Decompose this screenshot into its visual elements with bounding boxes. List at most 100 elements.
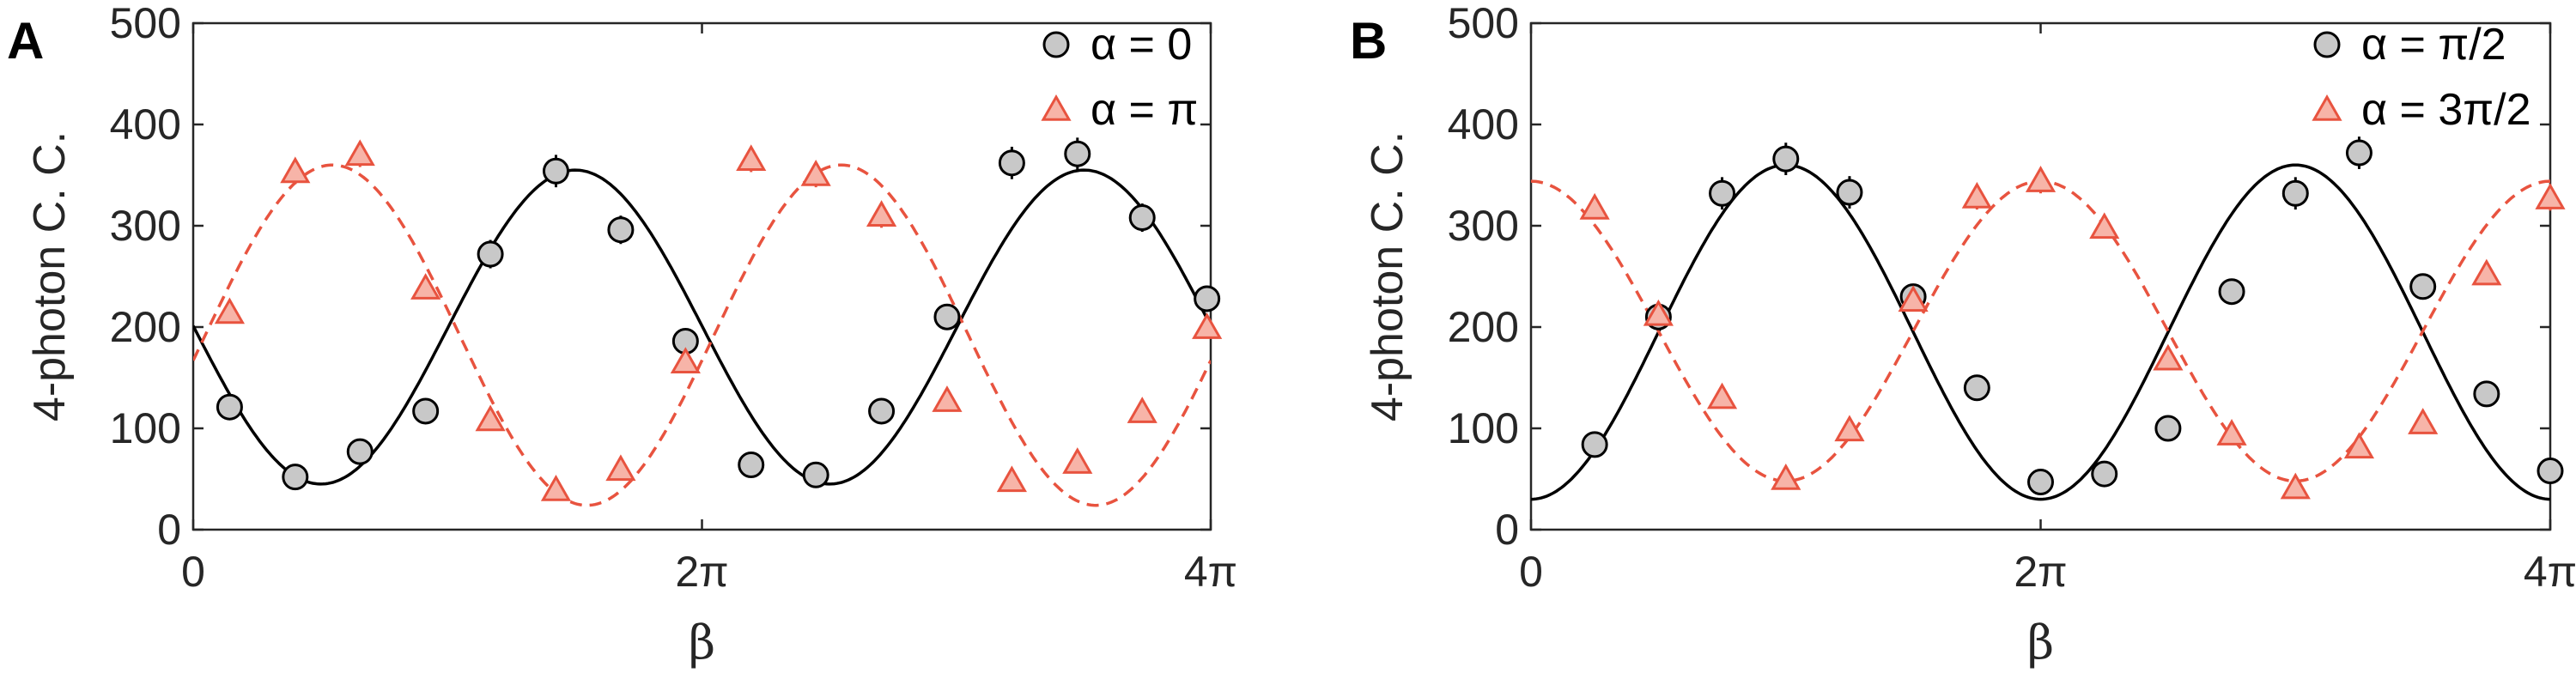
data-point-triangle	[2025, 166, 2057, 192]
legend-marker-triangle	[1041, 94, 1072, 121]
series-triangle	[1579, 166, 2566, 500]
legend-label: α = 3π/2	[2361, 85, 2531, 135]
series-circle	[1581, 136, 2564, 496]
data-point-triangle	[2216, 419, 2247, 446]
data-point-triangle	[1579, 192, 1610, 220]
y-tick-label: 400	[1448, 100, 1519, 149]
data-point-circle	[1836, 179, 1863, 206]
data-point-triangle	[866, 200, 897, 227]
data-point-triangle	[410, 273, 441, 300]
data-point-triangle	[996, 465, 1027, 493]
panel-letter: B	[1350, 12, 1387, 70]
data-point-circle	[542, 157, 569, 185]
data-point-circle	[2218, 278, 2245, 306]
data-point-triangle	[1062, 447, 1093, 474]
data-point-circle	[216, 393, 243, 421]
data-point-triangle	[1706, 382, 1738, 409]
data-point-circle	[1128, 204, 1156, 232]
legend-label: α = 0	[1091, 20, 1192, 70]
data-point-triangle	[2408, 408, 2439, 434]
series-circle	[216, 137, 1221, 491]
data-point-triangle	[736, 144, 767, 172]
y-axis-label: 4-photon C. C.	[25, 131, 75, 421]
data-point-circle	[477, 240, 504, 268]
data-point-circle	[1772, 145, 1800, 173]
data-point-triangle	[932, 385, 963, 412]
data-point-circle	[607, 216, 635, 244]
data-point-triangle	[670, 347, 701, 374]
data-point-circle	[1064, 140, 1091, 167]
legend-marker-circle	[2313, 31, 2341, 58]
y-tick-label: 0	[157, 506, 181, 554]
data-point-circle	[1709, 179, 1736, 207]
data-point-circle	[1194, 285, 1221, 312]
data-point-triangle	[344, 139, 375, 167]
data-point-triangle	[540, 474, 572, 501]
data-point-triangle	[1898, 285, 1929, 312]
data-point-triangle	[2089, 212, 2120, 239]
data-point-triangle	[214, 297, 246, 324]
x-axis-label: β	[689, 615, 715, 670]
data-point-circle	[2281, 179, 2309, 207]
data-point-triangle	[2471, 258, 2502, 286]
data-point-circle	[998, 149, 1025, 177]
y-tick-label: 500	[110, 0, 181, 47]
x-axis-label: β	[2027, 615, 2054, 670]
data-point-circle	[2345, 139, 2372, 167]
data-point-circle	[738, 451, 765, 478]
fit-curve-dashed	[1531, 179, 2550, 483]
data-point-circle	[2409, 273, 2437, 300]
legend: α = π/2 α = 3π/2	[2312, 20, 2531, 135]
data-point-circle	[2091, 460, 2118, 488]
y-tick-label: 200	[1448, 303, 1519, 351]
y-tick-label: 100	[110, 404, 181, 452]
x-tick-label: 2π	[2014, 548, 2067, 596]
data-point-triangle	[1961, 181, 1992, 209]
y-tick-label: 300	[1448, 202, 1519, 250]
data-point-triangle	[2153, 343, 2184, 371]
data-point-circle	[1581, 431, 1608, 458]
data-point-circle	[2027, 469, 2054, 496]
data-point-circle	[2473, 380, 2500, 408]
data-point-circle	[346, 438, 374, 465]
y-tick-label: 100	[1448, 404, 1519, 452]
series-triangle	[214, 139, 1223, 501]
data-point-circle	[282, 464, 309, 491]
data-point-triangle	[1834, 415, 1865, 442]
panel-letter: A	[7, 12, 44, 70]
fit-curve-solid	[1531, 163, 2550, 501]
panel-a: 0 100 200 300 400 500 0 2π 4π 4-photon C. C. β A α =…	[7, 0, 1237, 670]
data-point-circle	[933, 303, 961, 330]
data-point-triangle	[2280, 472, 2311, 500]
data-point-circle	[868, 397, 896, 425]
data-point-circle	[2154, 415, 2182, 442]
x-tick-label: 4π	[1184, 548, 1237, 596]
data-point-circle	[1963, 374, 1990, 402]
y-tick-label: 200	[110, 303, 181, 351]
y-tick-label: 300	[110, 202, 181, 250]
y-tick-label: 500	[1448, 0, 1519, 47]
legend-marker-triangle	[2312, 94, 2342, 121]
data-point-triangle	[1127, 397, 1157, 423]
data-point-triangle	[605, 454, 636, 482]
data-point-circle	[2537, 458, 2564, 485]
legend-label: α = π/2	[2361, 20, 2506, 70]
y-tick-label: 0	[1495, 506, 1519, 554]
x-tick-label: 4π	[2524, 548, 2576, 596]
legend-marker-circle	[1042, 31, 1070, 58]
y-tick-label: 400	[110, 100, 181, 149]
y-axis-label: 4-photon C. C.	[1363, 131, 1413, 421]
data-point-triangle	[2343, 432, 2375, 459]
legend-label: α = π	[1091, 85, 1198, 135]
data-point-triangle	[475, 404, 506, 432]
data-point-triangle	[280, 156, 311, 184]
data-point-triangle	[1771, 463, 1801, 490]
x-tick-label: 0	[181, 548, 205, 596]
x-tick-label: 0	[1519, 548, 1543, 596]
legend: α = 0 α = π	[1041, 20, 1198, 135]
data-point-triangle	[2535, 183, 2566, 209]
data-point-circle	[802, 461, 829, 488]
panel-b: 0 100 200 300 400 500 0 2π 4π 4-photon C. C. β B α =…	[1350, 0, 2576, 670]
fit-curve-dashed	[193, 163, 1211, 507]
